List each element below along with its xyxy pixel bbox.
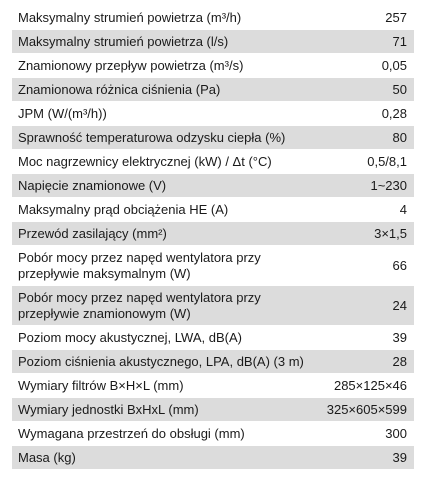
row-label: Maksymalny strumień powietrza (l/s) (18, 33, 229, 49)
row-value: 28 (392, 353, 407, 369)
row-label: Poziom mocy akustycznej, LWA, dB(A) (18, 329, 242, 345)
table-row: Wymiary jednostki BxHxL (mm) 325×605×599 (12, 397, 414, 422)
row-value: 4 (399, 201, 407, 217)
row-value: 0,28 (381, 105, 407, 121)
row-value: 0,5/8,1 (367, 153, 407, 169)
row-label: Wymagana przestrzeń do obsługi (mm) (18, 425, 245, 441)
row-label: Napięcie znamionowe (V) (18, 177, 167, 193)
table-row: Wymagana przestrzeń do obsługi (mm) 300 (12, 421, 414, 446)
row-value: 39 (392, 329, 407, 345)
row-label: Wymiary filtrów B×H×L (mm) (18, 377, 184, 393)
table-row: Pobór mocy przez napęd wentylatora przy … (12, 245, 414, 286)
table-row: Poziom mocy akustycznej, LWA, dB(A) 39 (12, 325, 414, 350)
row-value: 300 (385, 425, 407, 441)
table-row: Znamionowa różnica ciśnienia (Pa) 50 (12, 77, 414, 102)
table-row: Przewód zasilający (mm²) 3×1,5 (12, 221, 414, 246)
row-value: 71 (392, 33, 407, 49)
row-value: 257 (385, 9, 407, 25)
table-row: Wymiary filtrów B×H×L (mm) 285×125×46 (12, 373, 414, 398)
row-label: Znamionowa różnica ciśnienia (Pa) (18, 81, 221, 97)
row-value: 285×125×46 (333, 377, 407, 393)
table-row: Masa (kg) 39 (12, 445, 414, 470)
row-label: Masa (kg) (18, 449, 76, 465)
row-label: Poziom ciśnienia akustycznego, LPA, dB(A… (18, 353, 304, 369)
row-value: 1~230 (370, 177, 407, 193)
spec-table: Maksymalny strumień powietrza (m³/h) 257… (12, 6, 414, 470)
table-row: JPM (W/(m³/h)) 0,28 (12, 101, 414, 126)
table-row: Znamionowy przepływ powietrza (m³/s) 0,0… (12, 53, 414, 78)
row-label: Przewód zasilający (mm²) (18, 225, 167, 241)
row-value: 66 (392, 257, 407, 273)
row-value: 39 (392, 449, 407, 465)
row-label: Maksymalny strumień powietrza (m³/h) (18, 9, 242, 25)
row-label: JPM (W/(m³/h)) (18, 105, 107, 121)
table-row: Poziom ciśnienia akustycznego, LPA, dB(A… (12, 349, 414, 374)
row-value: 325×605×599 (326, 401, 407, 417)
row-label: Wymiary jednostki BxHxL (mm) (18, 401, 199, 417)
row-value: 0,05 (381, 57, 407, 73)
table-row: Napięcie znamionowe (V) 1~230 (12, 173, 414, 198)
row-value: 24 (392, 297, 407, 313)
row-label: Pobór mocy przez napęd wentylatora przy … (18, 289, 261, 321)
row-label: Pobór mocy przez napęd wentylatora przy … (18, 249, 261, 281)
table-row: Moc nagrzewnicy elektrycznej (kW) / Δt (… (12, 149, 414, 174)
table-row: Maksymalny prąd obciążenia HE (A) 4 (12, 197, 414, 222)
row-label: Maksymalny prąd obciążenia HE (A) (18, 201, 229, 217)
table-row: Maksymalny strumień powietrza (m³/h) 257 (12, 6, 414, 30)
row-label: Znamionowy przepływ powietrza (m³/s) (18, 57, 244, 73)
row-value: 80 (392, 129, 407, 145)
row-label: Sprawność temperaturowa odzysku ciepła (… (18, 129, 286, 145)
table-row: Pobór mocy przez napęd wentylatora przy … (12, 285, 414, 326)
table-row: Maksymalny strumień powietrza (l/s) 71 (12, 29, 414, 54)
row-label: Moc nagrzewnicy elektrycznej (kW) / Δt (… (18, 153, 272, 169)
row-value: 50 (392, 81, 407, 97)
row-value: 3×1,5 (374, 225, 407, 241)
table-row: Sprawność temperaturowa odzysku ciepła (… (12, 125, 414, 150)
